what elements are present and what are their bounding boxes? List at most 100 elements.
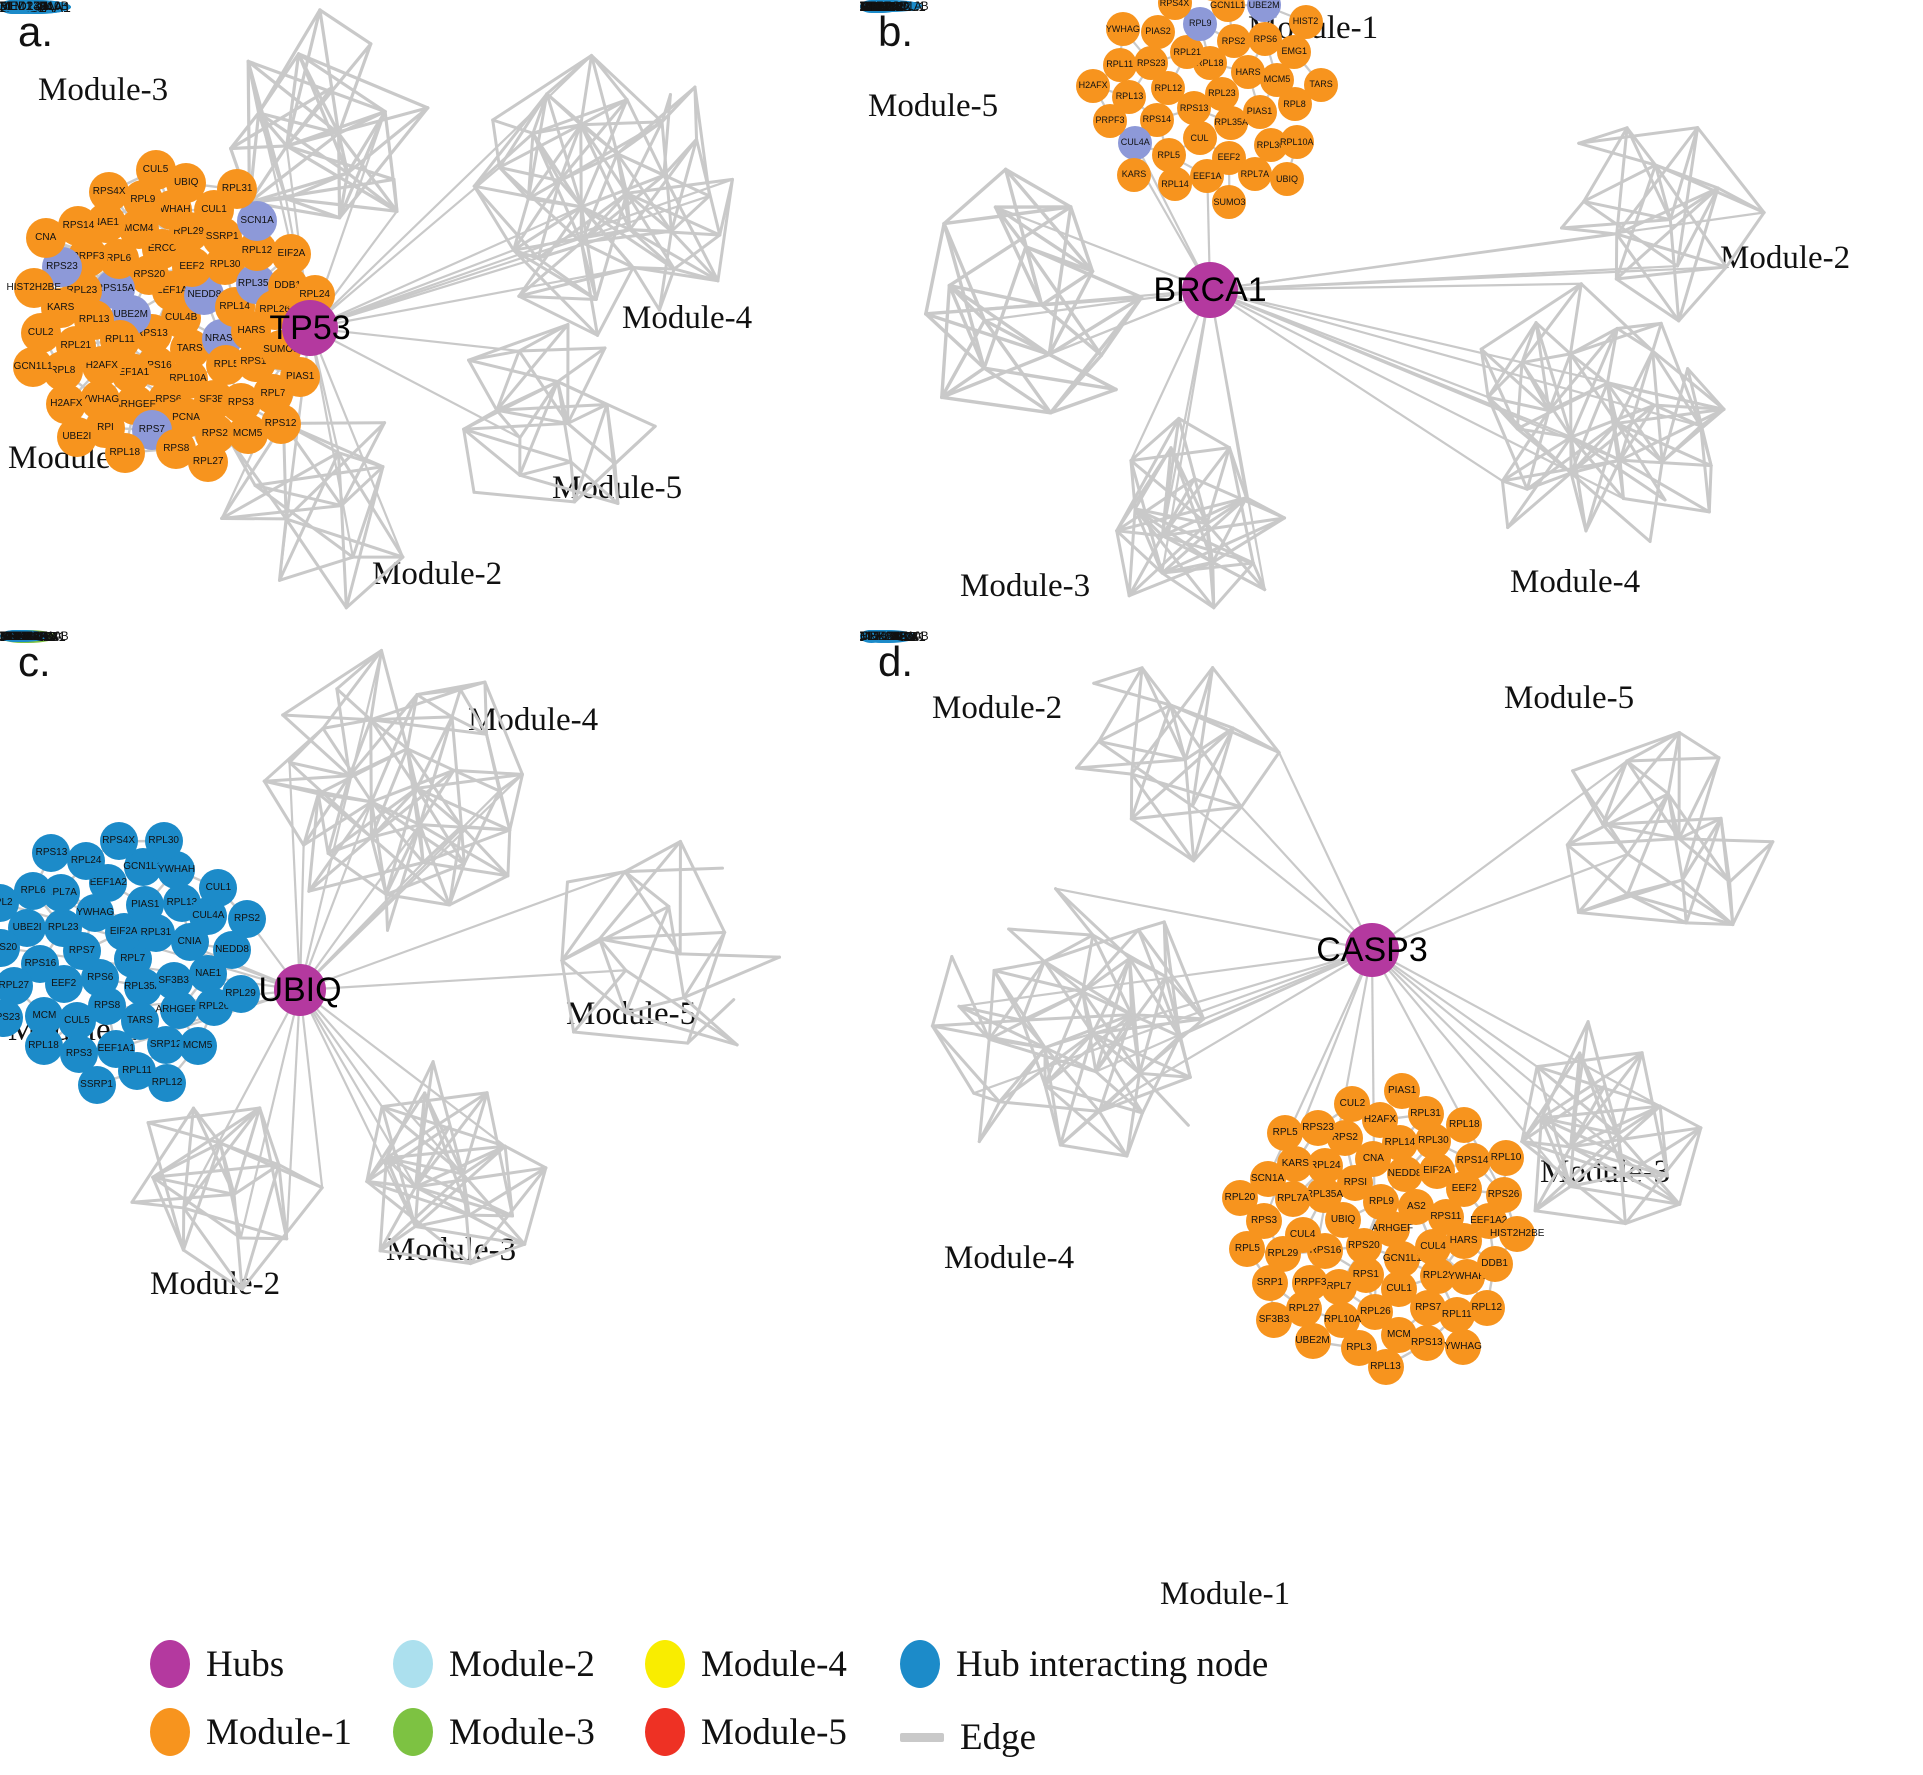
legend-label-hub-interacting-node: Hub interacting node bbox=[956, 1643, 1269, 1685]
network-node[interactable]: SF3B3 bbox=[1256, 1301, 1293, 1338]
network-node-label: RPS7 bbox=[138, 424, 165, 436]
network-node[interactable]: TARS bbox=[1304, 67, 1339, 102]
network-node[interactable]: PIAS2 bbox=[1141, 14, 1176, 49]
network-node-label: RPL31 bbox=[1410, 1108, 1441, 1120]
network-node-label: RPS13 bbox=[35, 847, 68, 859]
hub-node-casp3[interactable]: CASP3 bbox=[1316, 923, 1428, 977]
network-node[interactable]: RPL7A bbox=[1237, 157, 1272, 192]
network-node-label: RPS23 bbox=[1302, 1121, 1334, 1133]
network-node[interactable]: RPS2 bbox=[228, 899, 267, 938]
hub-node-tp53[interactable]: TP53 bbox=[269, 300, 351, 356]
network-node[interactable]: EMG1 bbox=[1277, 34, 1312, 69]
network-node[interactable]: SSRP1 bbox=[77, 1065, 116, 1104]
network-node[interactable]: RPL18 bbox=[1446, 1106, 1483, 1143]
network-node-label: RPL11 bbox=[1106, 59, 1134, 70]
network-node-label: YWHAG bbox=[1444, 1340, 1482, 1352]
network-node[interactable]: MED23 bbox=[0, 0, 40, 12]
network-node[interactable]: CUL5 bbox=[135, 150, 176, 191]
network-node[interactable]: RPL24 bbox=[67, 841, 106, 880]
network-node[interactable]: RPS23 bbox=[1300, 1109, 1337, 1146]
network-node-label: PIAS1 bbox=[131, 899, 160, 911]
network-node-label: DDB1 bbox=[1481, 1257, 1508, 1269]
legend-item-hubs: Hubs bbox=[150, 1640, 284, 1688]
network-node-label: AS2 bbox=[1406, 1201, 1426, 1212]
network-node[interactable]: HIST2 bbox=[1288, 4, 1323, 39]
network-node[interactable]: RPL12 bbox=[1468, 1290, 1505, 1327]
network-node[interactable]: RPL29 bbox=[221, 975, 260, 1014]
panel-b-letter: b. bbox=[878, 8, 914, 55]
network-node[interactable]: RPS12 bbox=[260, 404, 301, 445]
network-node[interactable]: CNA bbox=[25, 218, 66, 259]
network-node-label: RPL6 bbox=[20, 884, 46, 896]
network-node-label: RPL5 bbox=[213, 358, 239, 370]
network-node[interactable]: RPL18 bbox=[24, 1027, 63, 1066]
hub-node-ubiq[interactable]: UBIQ bbox=[258, 964, 342, 1016]
network-node[interactable]: RPS4X bbox=[89, 172, 130, 213]
network-node-label: EEF2 bbox=[179, 260, 205, 272]
network-node[interactable]: KARS bbox=[1117, 157, 1152, 192]
network-node-label: RPL27 bbox=[0, 980, 30, 992]
network-node-label: RPL31 bbox=[221, 183, 253, 195]
network-node[interactable]: CUL bbox=[1182, 121, 1217, 156]
panel-a-letter: a. bbox=[18, 8, 54, 55]
network-node-label: MCM5 bbox=[232, 427, 263, 439]
network-node[interactable]: RPL13 bbox=[1367, 1348, 1404, 1385]
network-node[interactable]: RPL20 bbox=[1221, 1180, 1258, 1217]
network-node-label: RPL10 bbox=[1490, 1151, 1522, 1163]
network-node[interactable]: HIST2H2BE bbox=[7, 267, 61, 308]
network-node[interactable]: H2AFX bbox=[1076, 68, 1111, 103]
network-node[interactable]: ERCC4 bbox=[1196, 0, 1231, 2]
network-node-label: RPL14 bbox=[1384, 1136, 1416, 1148]
network-node[interactable]: UBE2I bbox=[56, 416, 97, 457]
panel-d: d. Module-2 Module-5 Module-4 Module-3 M… bbox=[860, 630, 1923, 1640]
network-node[interactable]: YWHAG bbox=[1105, 12, 1140, 47]
network-node[interactable]: SRP1 bbox=[1251, 1265, 1288, 1302]
network-node-label: PIAS1 bbox=[1246, 106, 1273, 117]
network-node-label: RPS6 bbox=[1253, 33, 1278, 44]
network-node-label: RPL13 bbox=[1115, 91, 1144, 102]
network-node[interactable]: RPS13 bbox=[1408, 1325, 1445, 1362]
network-node-label: KARS bbox=[1121, 169, 1147, 180]
network-node-label: RPL3 bbox=[1346, 1342, 1372, 1354]
network-node[interactable]: RPS14 bbox=[1454, 1142, 1491, 1179]
network-node-label: CNA bbox=[35, 232, 57, 244]
network-node[interactable]: MED13 bbox=[860, 0, 903, 13]
network-node-label: RPS6 bbox=[87, 972, 114, 984]
network-node[interactable]: UBIQ bbox=[1270, 162, 1305, 197]
network-node-label: RPL35A bbox=[1305, 1188, 1344, 1200]
network-node-label: RPL24 bbox=[299, 289, 330, 301]
network-node[interactable]: RPL18 bbox=[104, 432, 145, 473]
network-node[interactable]: RPL10A bbox=[1279, 125, 1314, 160]
network-node-label: CUL1 bbox=[205, 882, 232, 894]
network-node-label: RPL7A bbox=[1240, 168, 1270, 179]
network-node[interactable]: RPS2 bbox=[1216, 24, 1251, 59]
network-node[interactable]: RPL14 bbox=[1157, 167, 1192, 202]
network-node[interactable]: YWHAG bbox=[1444, 1328, 1482, 1365]
network-node[interactable]: CDK8 bbox=[0, 630, 32, 642]
network-node[interactable]: RPL12 bbox=[148, 1063, 187, 1102]
network-node-label: PRPF3 bbox=[1095, 115, 1125, 126]
network-node[interactable]: RPL6 bbox=[14, 871, 53, 910]
network-node[interactable]: DDB1 bbox=[1476, 1245, 1513, 1282]
network-node[interactable]: EIF2A bbox=[271, 233, 312, 274]
network-node[interactable]: RPL10 bbox=[1488, 1139, 1525, 1176]
network-node[interactable]: RPS4X bbox=[99, 822, 138, 861]
network-node-label: RPS14 bbox=[62, 219, 95, 231]
network-node[interactable]: RPS26 bbox=[1485, 1176, 1522, 1213]
network-node[interactable]: RPL23 bbox=[44, 908, 83, 947]
network-node-label: HARS bbox=[1235, 66, 1261, 77]
network-node-label: SSRP1 bbox=[80, 1078, 113, 1090]
network-node[interactable]: RPL5 bbox=[1267, 1115, 1304, 1152]
hub-node-brca1[interactable]: BRCA1 bbox=[1153, 262, 1267, 318]
network-node-label: HARS bbox=[237, 325, 266, 337]
network-node[interactable]: MED23 bbox=[860, 630, 900, 642]
network-node[interactable]: PRPF3 bbox=[1093, 103, 1128, 138]
network-node[interactable]: RPL11 bbox=[1102, 47, 1137, 82]
network-node[interactable]: RPL30 bbox=[144, 822, 183, 860]
network-node[interactable]: PIAS1 bbox=[1242, 94, 1277, 129]
network-node[interactable]: MCM5 bbox=[178, 1026, 217, 1065]
network-node[interactable]: NEDD8 bbox=[1386, 1155, 1423, 1192]
legend-label-module-4: Module-4 bbox=[701, 1643, 847, 1685]
network-node[interactable]: UBE2M bbox=[1294, 1323, 1331, 1360]
network-node-label: YWHAG bbox=[1105, 23, 1140, 34]
